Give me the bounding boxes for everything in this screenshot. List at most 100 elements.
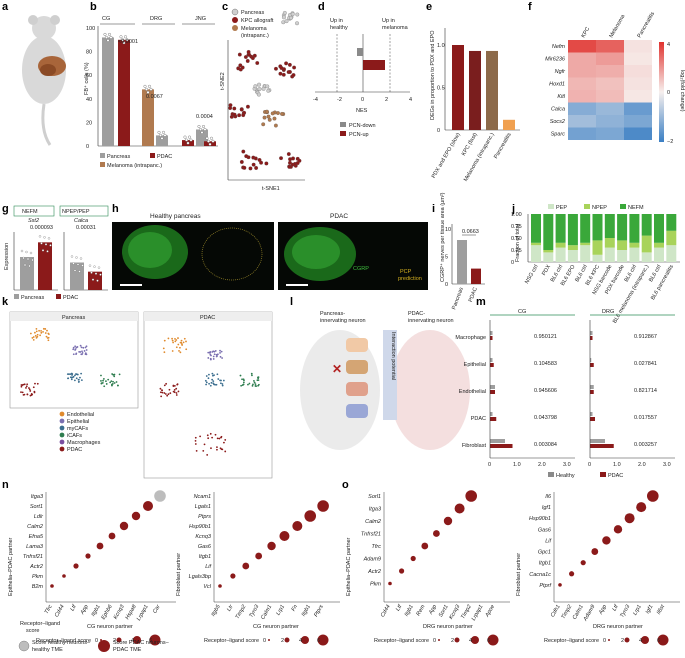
k-point — [222, 379, 225, 382]
j-bar-seg — [629, 242, 640, 248]
k-point — [159, 391, 162, 394]
dot-ytick: Adam9 — [363, 557, 381, 563]
k-point — [32, 338, 35, 341]
k-legend-dot — [59, 439, 65, 445]
k-point — [163, 351, 166, 354]
k-point — [254, 383, 257, 386]
b-point — [203, 128, 207, 131]
f-col-label: Pancreatitis — [637, 11, 657, 39]
k-point — [217, 378, 220, 380]
k-point — [239, 374, 242, 377]
f-cell — [624, 52, 652, 65]
k-point — [45, 335, 48, 338]
k-point — [185, 348, 188, 351]
k-point — [31, 393, 34, 396]
j-ylabel: Fraction of total — [515, 224, 521, 262]
dot-xtick: Tyro3 — [248, 603, 260, 619]
k-point — [80, 372, 83, 375]
k-point — [211, 436, 214, 439]
k-point — [116, 384, 119, 387]
k-point — [175, 392, 178, 394]
k-point — [67, 377, 69, 380]
c-point — [243, 55, 248, 59]
b-point — [143, 84, 147, 88]
b-group-cg: CG — [102, 16, 110, 22]
f-cell — [568, 127, 596, 140]
k-point — [167, 337, 170, 340]
m-bar-pdac — [590, 444, 614, 448]
k-point — [25, 385, 28, 388]
m-pvalue: 0.043798 — [534, 415, 557, 421]
f-cell — [568, 40, 596, 53]
c-point — [295, 161, 300, 166]
k-point — [212, 380, 215, 383]
k-point — [70, 372, 73, 375]
k-point — [46, 329, 48, 332]
k-point — [220, 436, 222, 439]
c-point — [228, 103, 233, 108]
k-point — [25, 387, 27, 389]
dot-mark — [465, 490, 478, 502]
e-xtick: KPC (fast) — [461, 132, 479, 157]
k-point — [34, 331, 36, 334]
k-point — [33, 390, 36, 393]
k-point — [240, 384, 243, 387]
c-point — [257, 87, 262, 91]
j-bar-seg — [617, 214, 628, 241]
k-point — [112, 373, 115, 376]
c-point — [238, 63, 243, 68]
b-point — [125, 38, 129, 42]
g-point — [41, 249, 45, 252]
k-point — [75, 346, 78, 349]
k-point — [253, 379, 255, 382]
k-point — [212, 355, 215, 358]
dot-xtick: Fn — [291, 604, 299, 613]
panel-c-tsne: Pancreas KPC allograft Melanoma (intrapa… — [220, 8, 305, 192]
g-point — [28, 264, 31, 268]
c-point — [240, 65, 245, 70]
h-label-cgrp: CGRP — [353, 266, 369, 272]
b-bar — [118, 39, 130, 146]
panel-l-schematic: Pancreas- innervating neuron PDAC- inner… — [300, 311, 470, 450]
k-point — [29, 390, 32, 392]
dot-mark — [85, 553, 91, 559]
dot-xtick: Cd44 — [54, 604, 66, 618]
panel-k-umaps: Pancreas PDAC EndothelialEpithelialmyCAF… — [9, 311, 273, 479]
k-point — [253, 381, 256, 384]
k-point — [32, 336, 35, 338]
dot-mark — [218, 584, 222, 588]
f-cells — [568, 40, 652, 140]
c-point — [292, 65, 297, 70]
g-point — [72, 262, 75, 265]
k-point — [251, 384, 254, 387]
g-gene-sst2: Sst2 — [28, 218, 39, 224]
dot-ytick: Hsp90b1 — [189, 524, 211, 530]
k-point — [221, 384, 224, 387]
dot-ytick: Lama3 — [26, 544, 44, 550]
c-point — [282, 11, 287, 15]
d-label-up-melanoma-1: Up in — [382, 18, 395, 24]
dot-size-legend-dot — [149, 634, 161, 646]
b-bar — [102, 37, 114, 146]
b-point — [148, 84, 151, 88]
k-point — [113, 375, 116, 378]
k-point — [165, 382, 168, 385]
j-bar-seg — [555, 242, 566, 248]
k-point — [215, 355, 218, 358]
k-point — [214, 350, 217, 352]
k-point — [71, 376, 74, 379]
dot-mark — [96, 542, 104, 550]
m-row-label: Epithelial — [464, 362, 486, 368]
dot-ytick: Itga3 — [369, 507, 382, 513]
dot-size-legend-dot — [454, 637, 460, 643]
c-point — [288, 157, 292, 162]
k-point — [81, 353, 83, 356]
k-point — [216, 437, 219, 440]
c-point — [266, 88, 271, 93]
dot-size-legend-label: 6 — [487, 638, 490, 644]
j-bar-seg — [580, 214, 591, 243]
g-point — [76, 263, 80, 266]
j-bar-seg — [531, 245, 541, 262]
d-xticks: -4 -2 0 2 4 — [313, 97, 412, 103]
b-point — [163, 133, 167, 137]
